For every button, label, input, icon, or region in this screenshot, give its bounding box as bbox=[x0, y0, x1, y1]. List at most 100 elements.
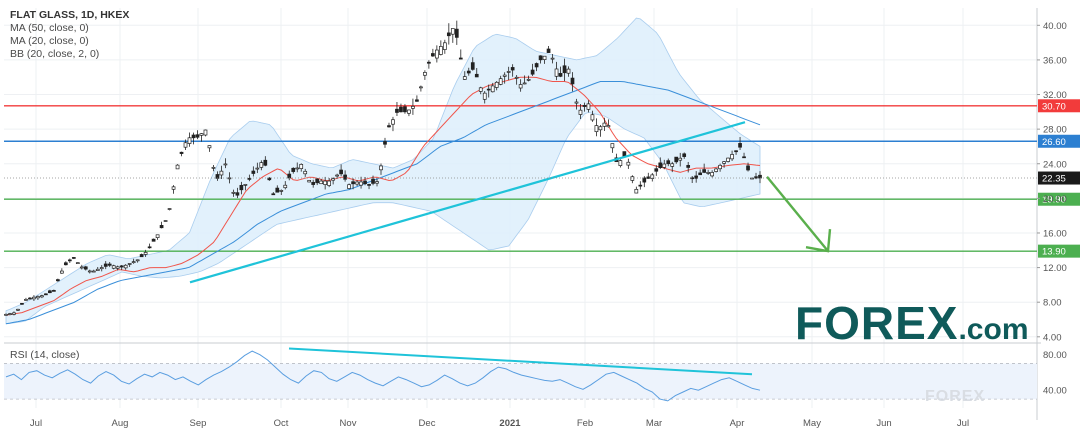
candle-body bbox=[438, 46, 443, 55]
candle-body bbox=[594, 125, 599, 133]
candle-body bbox=[590, 114, 595, 121]
candle-body bbox=[151, 238, 156, 242]
candle-body bbox=[706, 172, 710, 174]
time-axis-label-Apr: Apr bbox=[730, 418, 745, 429]
candle-body bbox=[602, 122, 607, 127]
candle-body bbox=[718, 164, 722, 170]
ma50-line bbox=[5, 81, 761, 325]
candle-body bbox=[56, 279, 60, 282]
candle-body bbox=[279, 190, 284, 192]
candle-body bbox=[207, 145, 212, 149]
candle-body bbox=[470, 62, 475, 70]
candle-body bbox=[67, 259, 72, 262]
candle-body bbox=[694, 175, 699, 179]
rsi-line bbox=[5, 350, 761, 402]
chart-legend: FLAT GLASS, 1D, HKEX MA (50, close, 0) M… bbox=[10, 9, 129, 61]
candle-body bbox=[407, 109, 411, 114]
candle-body bbox=[187, 137, 192, 144]
candle-body bbox=[339, 169, 343, 175]
candle-body bbox=[586, 103, 591, 110]
candle-body bbox=[442, 42, 447, 50]
candle-body bbox=[243, 184, 248, 186]
candle-body bbox=[175, 164, 180, 170]
candle-body bbox=[606, 125, 611, 128]
candle-body bbox=[239, 184, 244, 191]
candle-body bbox=[678, 157, 683, 161]
candle-body bbox=[75, 262, 80, 264]
candle-body bbox=[582, 105, 587, 107]
candle-body bbox=[4, 313, 8, 316]
bollinger-band bbox=[5, 17, 761, 325]
candle-body bbox=[670, 163, 675, 167]
candle-body bbox=[259, 162, 264, 168]
candle-body bbox=[642, 177, 647, 183]
candle-body bbox=[462, 76, 467, 80]
candle-body bbox=[726, 157, 730, 162]
rsi-legend: RSI (14, close) bbox=[10, 349, 80, 361]
candle-body bbox=[319, 180, 324, 185]
candle-body bbox=[446, 32, 451, 37]
candle-body bbox=[506, 71, 511, 73]
candle-body bbox=[223, 163, 228, 166]
candle-body bbox=[391, 119, 395, 125]
support-trendline bbox=[189, 121, 746, 284]
candle-body bbox=[454, 28, 459, 38]
candle-body bbox=[91, 270, 96, 273]
candle-body bbox=[474, 73, 479, 78]
last-price-tag bbox=[1038, 171, 1080, 185]
candle-body bbox=[16, 308, 20, 311]
candle-body bbox=[534, 63, 539, 68]
candle-body bbox=[203, 129, 208, 136]
price-axis-label-8.00: 8.00 bbox=[1043, 298, 1062, 309]
time-axis-label-Feb: Feb bbox=[577, 418, 593, 429]
level-label-26.60: 26.60 bbox=[1042, 137, 1066, 148]
level-tag-19.90 bbox=[1038, 192, 1080, 206]
candle-body bbox=[199, 133, 204, 136]
time-axis-label-Jul: Jul bbox=[30, 418, 42, 429]
candle-body bbox=[435, 49, 439, 59]
time-axis-label-Sep: Sep bbox=[190, 418, 207, 429]
price-axis-label-16.00: 16.00 bbox=[1043, 228, 1067, 239]
time-axis-label-2021: 2021 bbox=[499, 418, 521, 429]
candle-body bbox=[83, 266, 88, 270]
candle-body bbox=[490, 85, 495, 93]
candle-body bbox=[267, 177, 272, 181]
candle-body bbox=[554, 68, 559, 77]
candle-body bbox=[44, 293, 48, 296]
candle-body bbox=[191, 134, 196, 139]
level-tag-26.60 bbox=[1038, 134, 1080, 148]
candle-body bbox=[28, 297, 32, 300]
candle-body bbox=[311, 181, 316, 185]
candle-body bbox=[526, 78, 531, 81]
candle-body bbox=[12, 312, 16, 315]
projection-arrow-shaft bbox=[766, 175, 829, 252]
candle-body bbox=[466, 70, 471, 74]
candle-body bbox=[32, 296, 36, 300]
candle-body bbox=[530, 69, 535, 75]
rsi-axis-label-80.00: 80.00 bbox=[1043, 350, 1067, 361]
candle-body bbox=[195, 134, 200, 138]
candle-body bbox=[167, 208, 172, 210]
candle-body bbox=[478, 87, 483, 92]
candle-body bbox=[283, 184, 288, 189]
candle-body bbox=[598, 126, 603, 131]
candle-body bbox=[550, 57, 555, 60]
candle-body bbox=[371, 178, 375, 184]
legend-bb: BB (20, close, 2, 0) bbox=[10, 48, 100, 60]
candle-body bbox=[40, 295, 44, 298]
watermark: FOREX bbox=[925, 388, 986, 405]
candle-body bbox=[171, 186, 176, 190]
candle-body bbox=[714, 168, 718, 172]
candle-body bbox=[48, 290, 52, 294]
candle-body bbox=[494, 81, 499, 88]
rsi-band bbox=[4, 363, 1037, 400]
candle-body bbox=[387, 125, 391, 128]
candle-body bbox=[662, 163, 667, 168]
candle-body bbox=[115, 266, 120, 269]
candle-body bbox=[8, 313, 12, 315]
candle-body bbox=[231, 191, 236, 194]
candle-body bbox=[315, 178, 320, 184]
candle-body bbox=[351, 181, 355, 185]
